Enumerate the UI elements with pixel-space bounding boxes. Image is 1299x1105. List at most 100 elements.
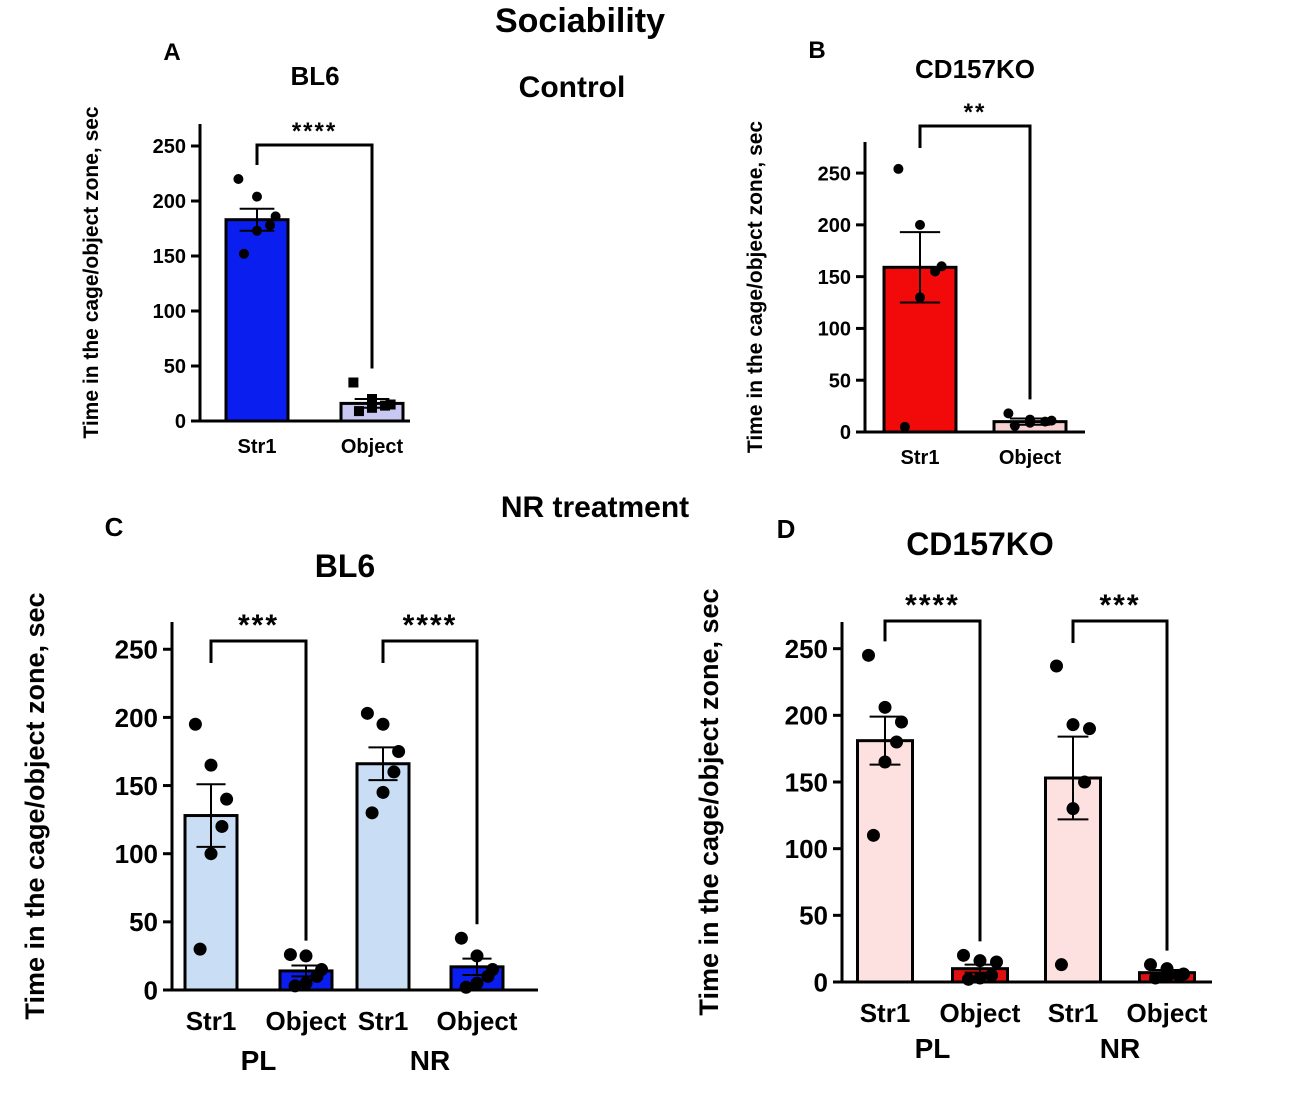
significance-bracket — [883, 619, 982, 942]
data-point — [270, 211, 281, 222]
data-point — [367, 394, 377, 404]
data-point — [459, 980, 473, 994]
section-control-label: Control — [519, 71, 626, 104]
y-tick-label: 100 — [153, 301, 186, 323]
data-point — [1054, 958, 1068, 972]
data-point — [310, 969, 324, 983]
data-point — [385, 399, 396, 410]
data-point — [957, 948, 970, 962]
y-tick-label: 50 — [129, 907, 158, 937]
category-label: Object — [940, 998, 1021, 1028]
category-label: Object — [999, 447, 1062, 469]
data-point — [895, 715, 908, 729]
data-point — [392, 744, 406, 758]
data-point — [299, 976, 313, 990]
data-point — [1003, 408, 1014, 419]
category-label: Str1 — [860, 998, 911, 1028]
data-point — [360, 706, 374, 720]
data-point — [878, 700, 892, 714]
y-tick-label: 50 — [164, 356, 186, 378]
data-point — [915, 219, 925, 230]
y-tick-label: 50 — [799, 901, 828, 931]
significance-stars: **** — [403, 609, 458, 642]
y-tick-label: 200 — [818, 215, 851, 237]
data-point — [220, 792, 234, 806]
data-point — [866, 828, 880, 842]
group-label: PL — [241, 1045, 277, 1076]
data-point — [376, 717, 390, 731]
significance-bracket — [918, 124, 1032, 400]
y-tick-label: 250 — [153, 136, 186, 158]
significance-stars: *** — [238, 609, 279, 642]
y-tick-label: 0 — [840, 422, 851, 444]
chart-title: BL6 — [315, 548, 375, 584]
data-point — [973, 971, 987, 985]
data-point — [1050, 659, 1063, 673]
chart-title: BL6 — [290, 61, 339, 91]
y-tick-label: 0 — [175, 411, 186, 433]
panel-letter: B — [808, 37, 825, 64]
data-point — [890, 735, 904, 749]
y-axis-label: Time in the cage/object zone, sec — [744, 121, 767, 454]
y-tick-label: 150 — [153, 246, 186, 268]
data-point — [265, 220, 276, 231]
category-label: Object — [437, 1006, 518, 1036]
data-point — [204, 847, 218, 861]
data-point — [1066, 718, 1080, 732]
y-tick-label: 50 — [829, 370, 851, 392]
data-point — [252, 225, 262, 236]
data-point — [470, 976, 484, 990]
y-tick-label: 200 — [115, 703, 158, 733]
data-point — [252, 191, 262, 202]
significance-stars: *** — [1099, 589, 1140, 622]
y-axis-label: Time in the cage/object zone, sec — [80, 106, 103, 439]
bar-str1 — [224, 218, 290, 423]
data-point — [1172, 968, 1186, 982]
y-tick-label: 0 — [814, 967, 828, 997]
panel-a: A BL6 Time in the cage/object zone, sec 0 50… — [80, 39, 410, 458]
bar-str1 — [856, 739, 914, 984]
data-point — [1083, 722, 1096, 736]
panel-b: B CD157KO Time in the cage/object zone, se… — [744, 37, 1085, 469]
category-label: Object — [1127, 998, 1208, 1028]
data-point — [973, 954, 987, 968]
y-tick-label: 0 — [144, 975, 158, 1005]
data-point — [188, 717, 202, 731]
category-label: Str1 — [186, 1006, 237, 1036]
data-point — [481, 969, 495, 983]
category-label: Str1 — [1048, 998, 1099, 1028]
y-tick-label: 250 — [115, 635, 158, 665]
figure-title: Sociability — [495, 2, 665, 40]
data-point — [380, 400, 391, 411]
y-tick-label: 100 — [785, 834, 828, 864]
y-tick-label: 150 — [818, 267, 851, 289]
significance-stars: **** — [292, 118, 337, 145]
data-point — [348, 377, 359, 388]
group-label: PL — [915, 1033, 951, 1064]
y-axis-label: Time in the cage/object zone, sec — [20, 592, 50, 1019]
data-point — [365, 806, 379, 820]
data-point — [1148, 971, 1162, 985]
data-point — [893, 163, 904, 174]
data-point — [454, 931, 468, 945]
data-point — [387, 765, 401, 779]
data-point — [1144, 958, 1157, 972]
significance-bracket — [255, 143, 374, 369]
significance-bracket — [209, 639, 308, 941]
significance-bracket — [1071, 619, 1169, 951]
panel-letter: C — [105, 512, 124, 542]
category-label: Str1 — [901, 447, 940, 469]
data-point — [1160, 970, 1174, 984]
data-point — [1009, 420, 1020, 431]
chart-panels: A BL6 Time in the cage/object zone, sec 0 50… — [20, 37, 1212, 1076]
significance-stars: ** — [964, 99, 987, 126]
data-point — [1066, 802, 1080, 816]
category-label: Object — [341, 436, 404, 458]
data-point — [204, 758, 218, 772]
significance-stars: **** — [905, 589, 960, 622]
panel-c: C BL6 Time in the cage/object zone, sec 0 50… — [20, 512, 538, 1076]
data-point — [215, 819, 229, 833]
data-point — [961, 972, 975, 986]
y-tick-label: 100 — [115, 839, 158, 869]
